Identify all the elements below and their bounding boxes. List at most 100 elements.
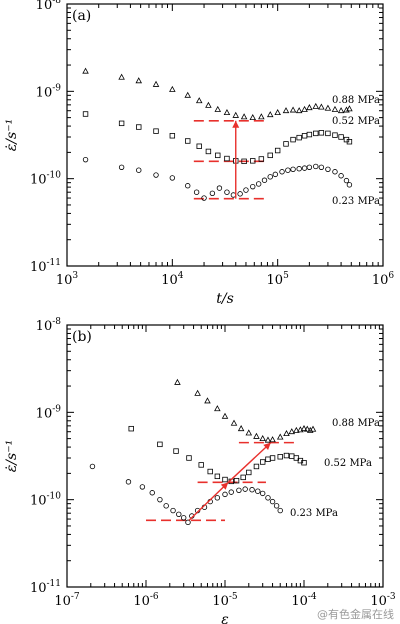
data-point-triangle bbox=[174, 378, 181, 385]
data-point-square bbox=[198, 462, 204, 468]
x-tick-label: 104 bbox=[161, 271, 184, 288]
data-point-circle bbox=[250, 183, 256, 190]
y-axis-label: ε̇/s⁻¹ bbox=[4, 440, 20, 472]
data-point-square bbox=[222, 476, 228, 483]
data-point-square bbox=[283, 452, 290, 459]
data-point-circle bbox=[118, 164, 125, 170]
plot-frame bbox=[66, 324, 384, 588]
data-point-triangle bbox=[306, 104, 313, 111]
data-point-square bbox=[136, 124, 142, 130]
data-point-triangle bbox=[306, 426, 314, 433]
data-point-circle bbox=[259, 490, 266, 497]
x-axis-label: ε bbox=[221, 612, 229, 624]
data-point-square bbox=[157, 441, 163, 448]
plot-frame bbox=[66, 3, 384, 267]
data-point-square bbox=[283, 141, 289, 147]
data-point-circle bbox=[346, 182, 353, 188]
x-tick-label: 10-7 bbox=[54, 592, 80, 609]
data-point-triangle bbox=[266, 111, 274, 118]
data-point-triangle bbox=[232, 111, 240, 118]
data-point-circle bbox=[242, 486, 248, 492]
data-point-circle bbox=[318, 164, 325, 170]
data-point-square bbox=[259, 459, 266, 465]
data-point-square bbox=[173, 448, 179, 454]
data-point-circle bbox=[180, 515, 187, 521]
data-point-triangle bbox=[184, 91, 191, 98]
series-023mpa bbox=[89, 463, 283, 526]
data-point-square bbox=[289, 453, 295, 459]
data-point-square bbox=[306, 131, 313, 138]
data-point-circle bbox=[269, 498, 276, 505]
series-052mpa bbox=[82, 111, 353, 165]
data-point-triangle bbox=[283, 430, 290, 437]
arrow-head bbox=[220, 482, 229, 490]
data-point-square bbox=[253, 463, 260, 470]
x-tick-label: 105 bbox=[267, 271, 290, 288]
data-point-square bbox=[205, 148, 212, 155]
data-point-triangle bbox=[258, 113, 265, 120]
data-point-triangle bbox=[259, 434, 266, 442]
arrow-line bbox=[227, 442, 272, 483]
data-point-triangle bbox=[249, 113, 257, 121]
data-point-square bbox=[82, 111, 89, 117]
data-point-square bbox=[118, 120, 125, 127]
arrow-head bbox=[263, 442, 271, 450]
data-point-circle bbox=[267, 174, 273, 180]
data-point-triangle bbox=[204, 397, 211, 404]
x-tick-label: 103 bbox=[56, 271, 79, 288]
data-point-circle bbox=[313, 163, 319, 170]
data-point-square bbox=[241, 158, 247, 165]
data-point-square bbox=[296, 134, 302, 141]
data-point-triangle bbox=[269, 436, 276, 443]
x-tick-label: 106 bbox=[372, 271, 395, 288]
series-088mpa bbox=[174, 378, 317, 443]
data-point-triangle bbox=[214, 405, 221, 412]
data-point-triangle bbox=[309, 425, 317, 432]
data-point-circle bbox=[338, 173, 344, 179]
data-point-circle bbox=[279, 169, 285, 175]
arrow-line bbox=[188, 481, 229, 521]
series-label: 0.88 MPa bbox=[332, 418, 380, 429]
data-point-circle bbox=[273, 503, 280, 509]
data-point-square bbox=[318, 130, 325, 136]
x-tick-label: 10-6 bbox=[133, 592, 159, 609]
data-point-circle bbox=[82, 156, 89, 163]
data-point-triangle bbox=[194, 389, 201, 396]
y-tick-label: 10-8 bbox=[36, 0, 62, 13]
data-point-square bbox=[338, 134, 344, 140]
data-point-circle bbox=[214, 495, 221, 501]
data-point-square bbox=[250, 158, 256, 164]
data-point-triangle bbox=[82, 67, 89, 74]
data-point-square bbox=[185, 138, 191, 144]
data-point-circle bbox=[255, 488, 261, 494]
data-point-circle bbox=[201, 195, 207, 201]
data-point-square bbox=[346, 139, 353, 145]
data-point-square bbox=[274, 147, 281, 154]
data-point-square bbox=[169, 133, 176, 139]
data-point-circle bbox=[163, 503, 169, 509]
data-point-circle bbox=[243, 187, 249, 193]
data-point-circle bbox=[301, 165, 308, 171]
data-point-triangle bbox=[205, 101, 212, 108]
data-point-triangle bbox=[237, 425, 245, 432]
data-point-circle bbox=[185, 183, 191, 189]
data-point-triangle bbox=[240, 113, 248, 120]
data-point-square bbox=[207, 468, 213, 475]
arrow-head bbox=[232, 120, 240, 128]
data-point-triangle bbox=[169, 85, 176, 92]
data-point-triangle bbox=[301, 105, 308, 112]
data-point-circle bbox=[237, 191, 243, 197]
data-point-circle bbox=[216, 185, 223, 191]
data-point-circle bbox=[136, 167, 142, 173]
data-point-circle bbox=[290, 166, 296, 173]
data-point-square bbox=[215, 152, 221, 159]
data-point-triangle bbox=[293, 426, 300, 433]
x-tick-label: 10-5 bbox=[212, 592, 238, 609]
data-point-triangle bbox=[274, 109, 281, 116]
data-point-circle bbox=[285, 167, 291, 173]
data-point-circle bbox=[176, 511, 182, 517]
data-point-triangle bbox=[303, 425, 311, 432]
data-point-circle bbox=[193, 189, 200, 195]
data-point-square bbox=[196, 143, 202, 149]
data-point-triangle bbox=[324, 104, 332, 111]
